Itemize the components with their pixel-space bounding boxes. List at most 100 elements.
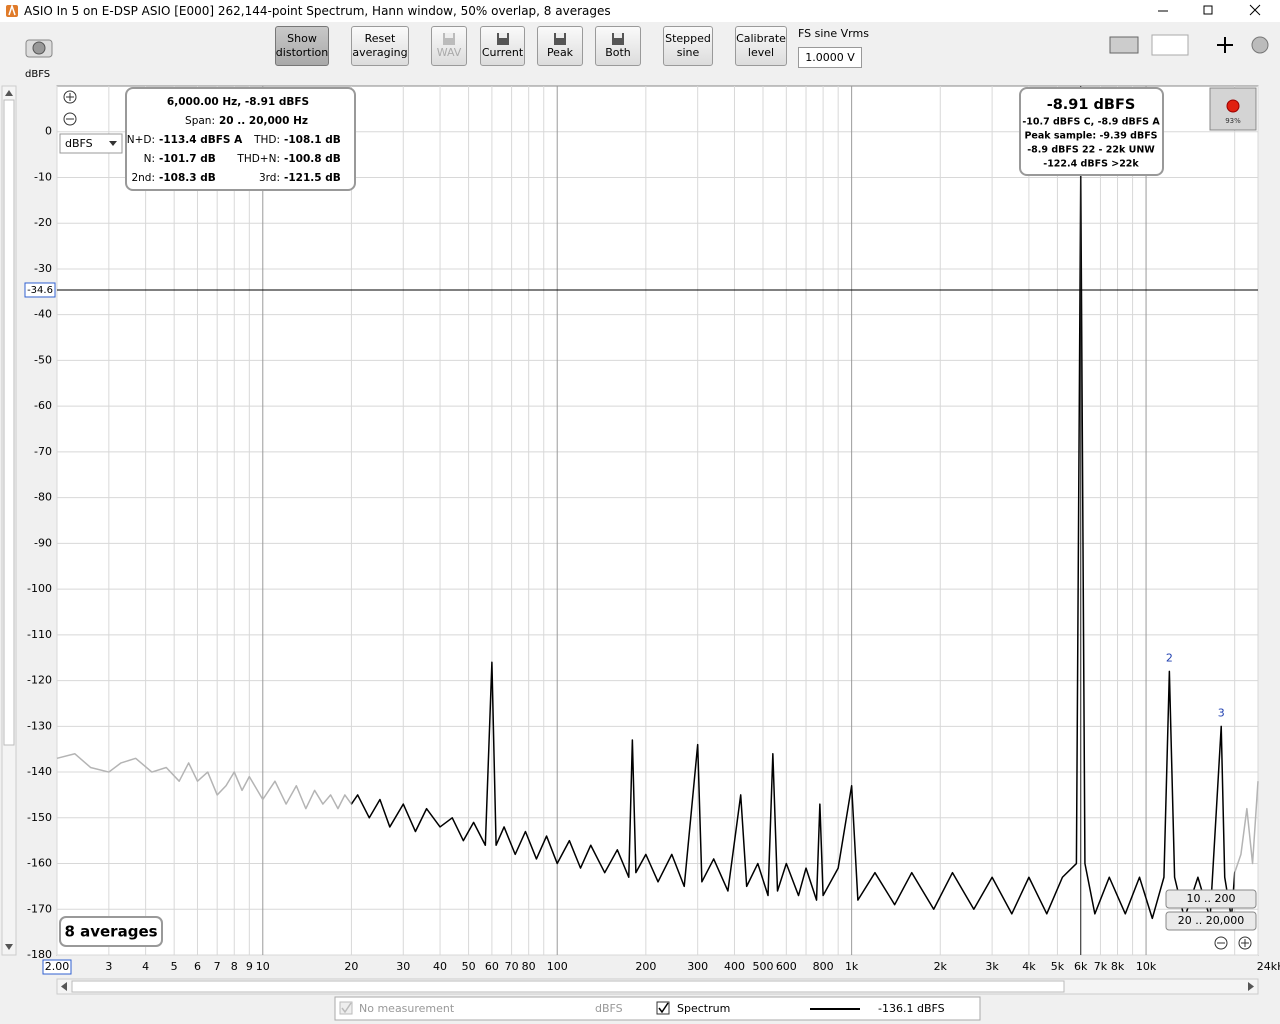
toolbar-button[interactable]: Show distortion	[275, 26, 329, 66]
x-tick-label: 20	[344, 960, 358, 973]
x-tick-label: 5k	[1051, 960, 1065, 973]
app-icon	[6, 3, 18, 17]
h-scroll-right[interactable]	[1248, 982, 1254, 991]
view-icons	[1109, 34, 1269, 56]
x-tick-label: 100	[547, 960, 568, 973]
x-tick-label: 600	[776, 960, 797, 973]
legend-entry: Spectrum	[677, 1002, 730, 1015]
x-tick-label: 70	[505, 960, 519, 973]
button-label: sine	[676, 46, 700, 59]
button-label: Reset	[364, 32, 396, 45]
peak-detail: Peak sample: -9.39 dBFS	[1024, 131, 1157, 142]
title-bar: ASIO In 5 on E-DSP ASIO [E000] 262,144-p…	[0, 0, 1280, 22]
x-tick-label: 9	[246, 960, 253, 973]
range-button[interactable]	[1165, 911, 1257, 931]
range-button-label: 10 .. 200	[1187, 892, 1236, 905]
button-label: Calibrate	[736, 32, 786, 45]
save-icon	[612, 33, 624, 45]
toolbar-button[interactable]: Peak	[537, 26, 583, 66]
button-label: Stepped	[665, 32, 711, 45]
scroll-thumb[interactable]	[3, 99, 15, 746]
x-tick-label: 2k	[934, 960, 948, 973]
legend-check	[658, 1002, 669, 1014]
y-tick-label: 0	[45, 125, 52, 138]
icon-settings[interactable]	[1251, 36, 1269, 54]
button-label: distortion	[275, 46, 329, 59]
scroll-up[interactable]	[5, 90, 13, 96]
toolbar-button[interactable]: Both	[595, 26, 641, 66]
averages-label: 8 averages	[64, 923, 157, 941]
x-tick-label: 300	[687, 960, 708, 973]
cursor-y-box	[24, 282, 56, 298]
toolbar-button[interactable]: Calibrate level	[735, 26, 787, 66]
y-tick-label: -20	[34, 216, 52, 229]
x-tick-label: 6k	[1074, 960, 1088, 973]
y-tick-label: -110	[27, 628, 52, 641]
range-button-label: 20 .. 20,000	[1178, 914, 1244, 927]
y-tick-label: -130	[27, 719, 52, 732]
icon-move[interactable]	[1217, 37, 1233, 53]
button-label: averaging	[352, 46, 408, 59]
window-controls	[1158, 4, 1261, 16]
icon-graph[interactable]	[1109, 36, 1139, 54]
metric-value: -113.4 dBFS A	[159, 134, 243, 146]
h-scroll-thumb[interactable]	[71, 980, 1065, 993]
y-tick-label: -60	[34, 399, 52, 412]
toolbar-button[interactable]: Stepped sine	[663, 26, 713, 66]
metric-value: -101.7 dB	[159, 153, 216, 165]
info-header: 6,000.00 Hz, -8.91 dBFS	[167, 96, 309, 108]
toolbar-button[interactable]: Current	[480, 26, 525, 66]
y-tick-label: -10	[34, 170, 52, 183]
metric-value: -121.5 dB	[284, 172, 341, 184]
close[interactable]	[1249, 4, 1261, 16]
legend-inactive-unit: dBFS	[595, 1002, 623, 1015]
y-tick-label: -40	[34, 308, 52, 321]
legend-check	[341, 1002, 352, 1014]
y-tick-label: -30	[34, 262, 52, 275]
window-title: ASIO In 5 on E-DSP ASIO [E000] 262,144-p…	[24, 4, 611, 18]
y-unit-label: dBFS	[25, 69, 51, 80]
x-tick-label: 6	[194, 960, 201, 973]
y-tick-label: -80	[34, 491, 52, 504]
button-label: Show	[287, 32, 317, 45]
metric-value: -108.1 dB	[284, 134, 341, 146]
x-tick-label: 60	[485, 960, 499, 973]
h-scroll-left[interactable]	[61, 982, 67, 991]
x-tick-label: 8	[231, 960, 238, 973]
legend-reading: -136.1 dBFS	[878, 1002, 945, 1015]
camera-icon[interactable]	[24, 35, 54, 59]
button-label: Current	[481, 46, 524, 59]
peak-detail: -122.4 dBFS >22k	[1043, 159, 1139, 170]
harmonic-label: 2	[1166, 651, 1173, 664]
unit-selector[interactable]	[59, 133, 123, 154]
save-icon	[496, 33, 509, 45]
record-indicator	[1226, 99, 1240, 113]
spectrum-trace	[56, 171, 1259, 920]
button-label: WAV	[436, 46, 462, 59]
x-tick-label: 400	[724, 960, 745, 973]
button-label: level	[747, 46, 775, 59]
icon-layout[interactable]	[1151, 34, 1189, 56]
x-tick-label: 50	[462, 960, 476, 973]
legend-inactive-name: No measurement	[359, 1002, 455, 1015]
x-tick-label: 2.00	[45, 960, 70, 973]
x-cursor-box	[42, 959, 72, 975]
scroll-down[interactable]	[5, 944, 13, 950]
metric-label: N:	[144, 153, 155, 165]
fs-value-input[interactable]: 1.0000 V	[798, 47, 862, 68]
y-tick-label: -140	[27, 765, 52, 778]
x-tick-label: 7k	[1094, 960, 1108, 973]
x-tick-label: 500	[753, 960, 774, 973]
metric-label: THD+N:	[236, 153, 280, 165]
zoom-in-sign	[66, 93, 74, 101]
y-tick-label: -100	[27, 582, 52, 595]
toolbar-button[interactable]: Reset averaging	[351, 26, 409, 66]
range-button[interactable]	[1165, 889, 1257, 909]
maximize[interactable]	[1203, 5, 1213, 15]
peak-detail: -8.9 dBFS 22 - 22k UNW	[1027, 145, 1155, 156]
y-tick-label: -90	[34, 536, 52, 549]
button-label: Peak	[546, 46, 574, 59]
y-tick-label: -170	[27, 902, 52, 915]
